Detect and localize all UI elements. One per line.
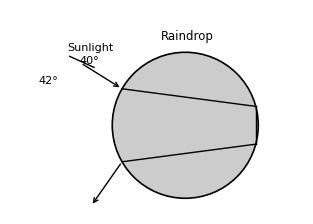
Text: 40°: 40° bbox=[79, 56, 99, 66]
Text: Raindrop: Raindrop bbox=[161, 30, 214, 43]
Text: 42°: 42° bbox=[38, 76, 58, 86]
Text: Sunlight: Sunlight bbox=[68, 43, 114, 53]
Circle shape bbox=[112, 52, 258, 198]
